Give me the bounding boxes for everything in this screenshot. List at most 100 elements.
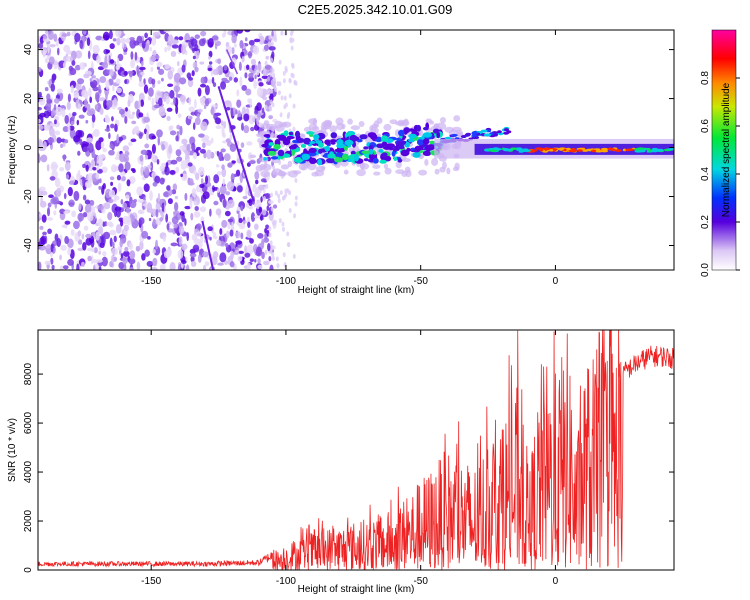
noise-dot bbox=[220, 120, 224, 127]
noise-dot bbox=[66, 31, 71, 37]
noise-dot bbox=[127, 70, 134, 75]
streak bbox=[225, 49, 239, 75]
noise-dot bbox=[200, 76, 206, 85]
noise-dot bbox=[263, 44, 269, 51]
noise-dot bbox=[280, 30, 284, 36]
noise-dot bbox=[250, 58, 257, 66]
noise-dot bbox=[253, 38, 261, 43]
scatter-halo bbox=[347, 118, 353, 125]
noise-dot bbox=[270, 57, 274, 63]
noise-dot bbox=[82, 146, 89, 153]
signal-dot bbox=[503, 148, 511, 152]
noise-dot bbox=[271, 251, 275, 257]
noise-dot bbox=[113, 97, 118, 107]
scatter-blob bbox=[303, 137, 312, 145]
noise-dot bbox=[127, 99, 131, 107]
noise-dot bbox=[114, 156, 119, 160]
noise-dot bbox=[138, 132, 143, 139]
noise-dot bbox=[155, 239, 158, 250]
scatter-halo bbox=[431, 158, 439, 166]
noise-dot bbox=[111, 116, 114, 122]
noise-dot bbox=[82, 163, 86, 169]
noise-dot bbox=[271, 36, 275, 42]
noise-dot bbox=[82, 194, 87, 201]
noise-dot bbox=[77, 169, 81, 178]
scatter-blob bbox=[396, 141, 406, 146]
noise-dot bbox=[244, 37, 248, 42]
noise-dot bbox=[116, 174, 122, 181]
noise-dot bbox=[294, 201, 298, 207]
noise-dot bbox=[195, 231, 202, 237]
noise-dot bbox=[268, 46, 276, 51]
noise-dot bbox=[152, 50, 157, 57]
noise-dot bbox=[252, 45, 260, 55]
noise-dot bbox=[113, 197, 117, 203]
noise-dot bbox=[165, 95, 170, 105]
noise-dot bbox=[195, 172, 200, 181]
scatter-blob bbox=[396, 137, 402, 142]
noise-dot bbox=[175, 135, 179, 142]
scatter-blob bbox=[294, 130, 301, 138]
noise-dot bbox=[268, 256, 272, 262]
noise-dot bbox=[149, 55, 157, 62]
scatter-halo bbox=[303, 126, 312, 133]
noise-dot bbox=[129, 250, 136, 260]
noise-dot bbox=[238, 217, 243, 224]
noise-dot bbox=[129, 39, 136, 49]
noise-dot bbox=[109, 68, 114, 77]
noise-dot bbox=[87, 50, 91, 60]
noise-dot bbox=[38, 67, 42, 72]
noise-dot bbox=[98, 84, 101, 93]
noise-dot bbox=[116, 57, 120, 67]
noise-dot bbox=[249, 238, 254, 244]
noise-dot bbox=[133, 198, 137, 203]
noise-dot bbox=[229, 143, 237, 152]
noise-dot bbox=[278, 81, 282, 87]
noise-dot bbox=[134, 100, 140, 110]
noise-dot bbox=[167, 198, 173, 205]
noise-dot bbox=[191, 233, 198, 241]
spectrogram-panel: -150 -100 -50 0 -40 -20 0 20 40 Height of strai… bbox=[7, 29, 675, 296]
noise-dot bbox=[199, 83, 207, 88]
scatter-blob bbox=[263, 134, 271, 138]
scatter-halo bbox=[343, 169, 349, 175]
noise-dot bbox=[98, 226, 104, 235]
noise-dot bbox=[96, 155, 103, 165]
scatter-blob bbox=[283, 130, 289, 137]
noise-dot bbox=[173, 222, 178, 229]
noise-dot bbox=[109, 59, 115, 64]
noise-dot bbox=[213, 200, 219, 206]
noise-dot bbox=[270, 244, 274, 250]
noise-dot bbox=[272, 204, 278, 209]
noise-dot bbox=[284, 102, 288, 108]
noise-dot bbox=[50, 110, 54, 117]
noise-dot bbox=[86, 37, 91, 47]
scatter-halo bbox=[280, 164, 290, 170]
noise-dot bbox=[151, 36, 157, 46]
noise-dot bbox=[42, 140, 47, 150]
branch-blob bbox=[460, 135, 467, 139]
noise-dot bbox=[109, 237, 113, 247]
noise-dot bbox=[73, 135, 81, 143]
spectrogram-y-tick-label: 40 bbox=[23, 44, 34, 56]
noise-dot bbox=[128, 176, 136, 184]
noise-dot bbox=[117, 53, 124, 62]
noise-dot bbox=[85, 164, 89, 172]
scatter-blob bbox=[327, 153, 337, 159]
scatter-halo bbox=[395, 169, 406, 175]
scatter-halo bbox=[358, 120, 365, 128]
noise-dot bbox=[229, 133, 233, 141]
noise-dot bbox=[175, 105, 179, 115]
noise-dot bbox=[197, 241, 203, 249]
noise-dot bbox=[269, 264, 274, 270]
noise-dot bbox=[231, 160, 236, 164]
noise-dot bbox=[222, 198, 227, 209]
scatter-blob bbox=[273, 143, 281, 150]
noise-dot bbox=[173, 96, 176, 106]
scatter-blob bbox=[288, 131, 294, 136]
noise-dot bbox=[62, 125, 69, 133]
scatter-halo bbox=[442, 161, 447, 170]
noise-dot bbox=[265, 55, 269, 60]
noise-dot bbox=[290, 72, 294, 78]
scatter-blob bbox=[270, 156, 279, 160]
